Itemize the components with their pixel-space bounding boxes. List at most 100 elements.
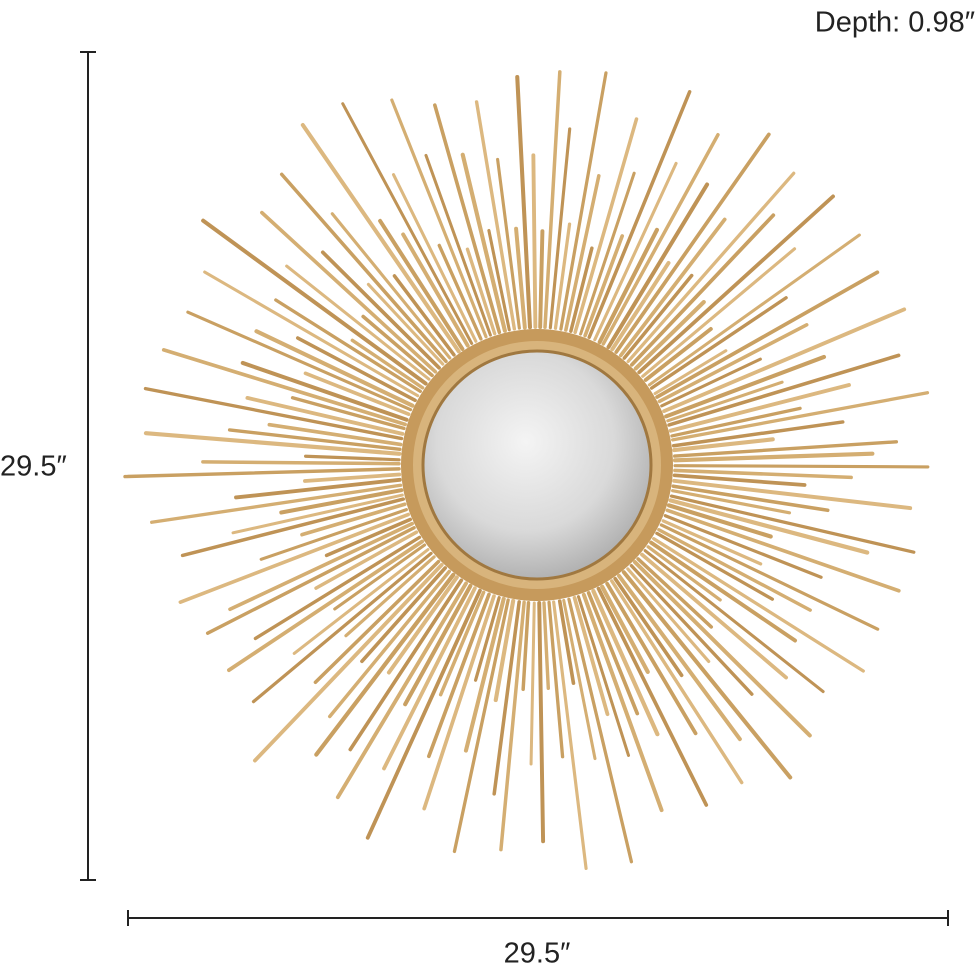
- ray: [227, 428, 402, 452]
- ray: [180, 497, 406, 558]
- ray: [320, 250, 441, 370]
- ray: [438, 590, 486, 697]
- ray: [392, 173, 478, 343]
- ray: [460, 152, 507, 333]
- ray: [564, 174, 601, 332]
- ray: [666, 503, 773, 539]
- ray: [576, 595, 631, 757]
- ray: [637, 194, 835, 375]
- ray: [569, 246, 594, 333]
- ray: [672, 451, 875, 463]
- ray: [267, 422, 403, 447]
- ray: [643, 549, 825, 694]
- ray: [572, 595, 610, 717]
- ray: [324, 517, 412, 558]
- ray: [579, 171, 636, 336]
- ray: [390, 98, 488, 339]
- ray: [562, 598, 597, 761]
- ray: [673, 464, 930, 469]
- ray: [360, 566, 447, 664]
- ray: [649, 540, 797, 643]
- ray: [543, 70, 562, 329]
- ray: [253, 535, 422, 641]
- ray: [657, 323, 809, 404]
- ray: [640, 552, 788, 680]
- ray: [593, 161, 678, 342]
- ray: [314, 572, 456, 757]
- ray: [614, 132, 771, 354]
- ray: [285, 264, 431, 381]
- ray: [606, 182, 710, 350]
- ray: [493, 598, 516, 703]
- ray: [300, 502, 407, 537]
- ray: [662, 307, 907, 414]
- ray: [591, 588, 660, 737]
- ray: [403, 583, 473, 707]
- ray: [600, 584, 650, 674]
- ray: [143, 386, 404, 441]
- ray: [673, 468, 853, 480]
- ray: [303, 371, 411, 417]
- ray: [586, 591, 640, 716]
- ray: [668, 383, 851, 433]
- width-label: 29.5″: [504, 938, 571, 970]
- ray: [290, 396, 406, 431]
- ray: [663, 514, 823, 579]
- ray: [672, 473, 807, 487]
- ray: [646, 545, 722, 602]
- ray: [279, 172, 448, 364]
- ray: [492, 600, 521, 796]
- sunburst-rays: [123, 70, 930, 870]
- ray: [629, 213, 776, 367]
- ray: [531, 153, 538, 329]
- ray: [671, 484, 830, 513]
- ray: [521, 600, 531, 692]
- ray: [629, 564, 754, 696]
- ray: [659, 523, 880, 631]
- ray: [655, 531, 775, 601]
- ray: [626, 171, 796, 364]
- ray: [672, 437, 775, 453]
- ray: [641, 247, 797, 378]
- ray: [515, 75, 533, 330]
- ray: [649, 296, 788, 390]
- ray: [234, 477, 402, 500]
- ray: [499, 600, 526, 852]
- ray: [671, 420, 845, 448]
- ray: [254, 329, 415, 408]
- ray: [186, 310, 413, 412]
- ray: [583, 234, 625, 338]
- ray: [260, 210, 438, 374]
- ray: [487, 228, 511, 332]
- ray: [610, 260, 671, 352]
- ray: [657, 528, 812, 612]
- ray: [669, 494, 916, 554]
- ray: [392, 274, 456, 357]
- ray: [538, 229, 545, 330]
- ray: [463, 596, 506, 753]
- ray: [613, 576, 684, 678]
- ray: [433, 103, 502, 335]
- ray: [567, 597, 634, 864]
- ray: [647, 233, 861, 387]
- ray: [474, 100, 517, 331]
- ray: [668, 498, 870, 555]
- ray: [366, 282, 445, 366]
- ray: [670, 489, 792, 515]
- ray: [279, 488, 404, 515]
- ray: [341, 102, 474, 345]
- depth-label: Depth: 0.98″: [815, 7, 975, 39]
- ray: [601, 133, 720, 346]
- ray: [548, 127, 572, 330]
- ray: [652, 537, 865, 673]
- ray: [671, 391, 930, 442]
- ray: [161, 348, 407, 427]
- ray: [259, 508, 408, 561]
- ray: [303, 472, 402, 483]
- ray: [304, 454, 401, 462]
- ray: [348, 578, 464, 752]
- ray: [300, 122, 461, 354]
- ray: [365, 588, 482, 840]
- ray: [667, 353, 901, 427]
- ray: [557, 599, 576, 685]
